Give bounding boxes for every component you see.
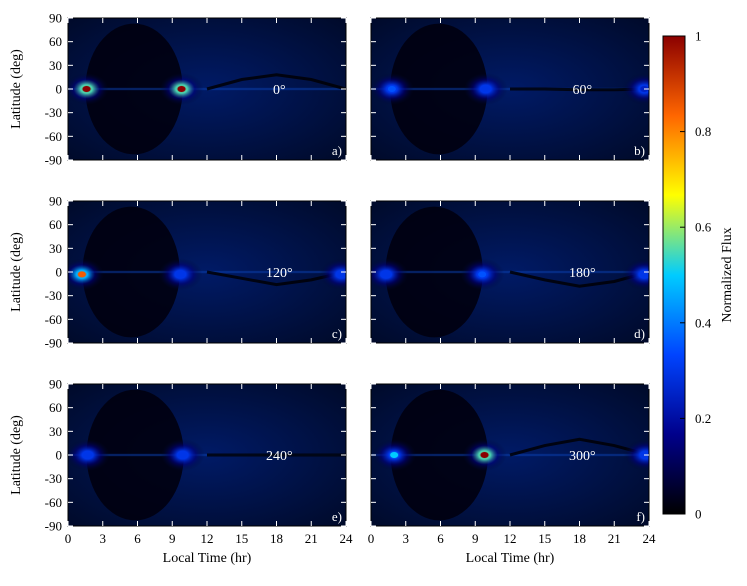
panel-angle-label: 240°	[266, 449, 293, 464]
hotspot	[319, 258, 346, 291]
y-axis-title: Latitude (deg)	[9, 49, 24, 129]
colorbar-tick-label: 1	[695, 29, 702, 44]
colorbar-tick-label: 0.4	[695, 315, 712, 330]
hotspot-core	[177, 86, 186, 92]
x-tick-label: 15	[235, 531, 248, 546]
panel-tag: b)	[634, 143, 645, 158]
panel-angle-label: 300°	[569, 449, 596, 464]
hotspot-core	[481, 86, 490, 92]
x-tick-label: 9	[169, 531, 176, 546]
hotspot-core	[176, 271, 185, 278]
hotspot-core	[640, 271, 649, 278]
hotspot	[622, 73, 649, 105]
x-tick-label: 3	[403, 531, 410, 546]
x-tick-label: 3	[100, 531, 107, 546]
y-tick-label: -30	[45, 105, 62, 120]
hotspot-core	[82, 86, 91, 92]
x-tick-label: 12	[201, 531, 214, 546]
y-tick-label: -60	[45, 495, 62, 510]
colorbar-tick-label: 0.8	[695, 124, 711, 139]
x-tick-label: 21	[305, 531, 318, 546]
panel-tag: c)	[332, 326, 342, 341]
y-axis-title: Latitude (deg)	[9, 232, 24, 312]
panel-e: -90 -60 -30 0 30 60 90 Latitude (deg) 0 3 6 9 12 15 18…	[9, 377, 353, 567]
colorbar-tick-label: 0	[695, 507, 702, 522]
y-tick-label: 0	[56, 82, 63, 97]
x-axis-title: Local Time (hr)	[466, 551, 555, 566]
x-tick-label: 15	[538, 531, 551, 546]
panel-angle-label: 180°	[569, 266, 596, 281]
x-axis-title: Local Time (hr)	[163, 551, 252, 566]
panel-angle-label: 0°	[273, 83, 286, 98]
hotspot	[623, 439, 649, 471]
panel-tag: d)	[634, 326, 645, 341]
shadow-band-curve	[206, 73, 346, 91]
x-tick-label: 18	[573, 531, 586, 546]
hotspot-core	[382, 271, 391, 278]
x-tick-label: 6	[437, 531, 444, 546]
colorbar-tick-label: 0.6	[695, 220, 712, 235]
panel-angle-label: 60°	[572, 83, 592, 98]
panel-angle-label: 120°	[266, 266, 293, 281]
hotspot-core	[390, 452, 399, 458]
x-tick-label: 18	[270, 531, 283, 546]
x-tick-label: 0	[65, 531, 72, 546]
y-tick-label: -60	[45, 129, 62, 144]
panel-f: 0 3 6 9 12 15 18 21 24 Local Time (hr) 300° f)	[368, 383, 657, 566]
panel-tag: e)	[332, 509, 342, 524]
y-tick-label: -90	[45, 519, 62, 534]
x-tick-label: 9	[472, 531, 479, 546]
x-tick-label: 12	[504, 531, 517, 546]
y-tick-label: -90	[45, 153, 62, 168]
hotspot-core	[178, 452, 187, 458]
panel-tag: a)	[332, 143, 342, 158]
y-tick-label: -30	[45, 288, 62, 303]
panel-tag: f)	[636, 509, 645, 524]
panel-c: -90 -60 -30 0 30 60 90 Latitude (deg) 120° c)	[9, 194, 347, 351]
hotspot-core	[480, 452, 489, 458]
x-tick-label: 6	[134, 531, 141, 546]
hotspot-core	[478, 271, 487, 278]
y-axis-title: Latitude (deg)	[9, 415, 24, 495]
y-tick-label: 90	[49, 194, 62, 209]
hotspot-core	[337, 271, 346, 278]
x-tick-label: 24	[643, 531, 657, 546]
y-tick-label: -90	[45, 336, 62, 351]
panel-a: -90 -60 -30 0 30 60 90 Latitude (deg) 0° a)	[9, 11, 347, 168]
x-tick-label: 24	[340, 531, 354, 546]
y-tick-label: -60	[45, 312, 62, 327]
colorbar-tick-label: 0.2	[695, 411, 711, 426]
x-tick-label: 21	[608, 531, 621, 546]
hotspot	[68, 258, 104, 291]
hotspot-core	[77, 271, 86, 278]
colorbar-title: Normalized Flux	[720, 227, 735, 322]
y-tick-label: 60	[49, 400, 62, 415]
y-tick-label: 0	[56, 448, 63, 463]
panel-d: 180° d)	[370, 200, 650, 344]
colorbar-frame	[662, 35, 686, 515]
y-tick-label: 30	[49, 241, 62, 256]
hotspot-core	[387, 86, 396, 92]
y-tick-label: 30	[49, 58, 62, 73]
y-tick-label: 30	[49, 424, 62, 439]
y-tick-label: 90	[49, 11, 62, 26]
y-tick-label: 90	[49, 377, 62, 392]
y-tick-label: -30	[45, 471, 62, 486]
hotspot	[622, 258, 649, 291]
y-tick-label: 0	[56, 265, 63, 280]
y-tick-label: 60	[49, 217, 62, 232]
panel-b: 60° b)	[370, 17, 650, 161]
colorbar	[663, 36, 685, 514]
x-tick-label: 0	[368, 531, 375, 546]
hotspot-core	[83, 452, 92, 458]
y-tick-label: 60	[49, 34, 62, 49]
